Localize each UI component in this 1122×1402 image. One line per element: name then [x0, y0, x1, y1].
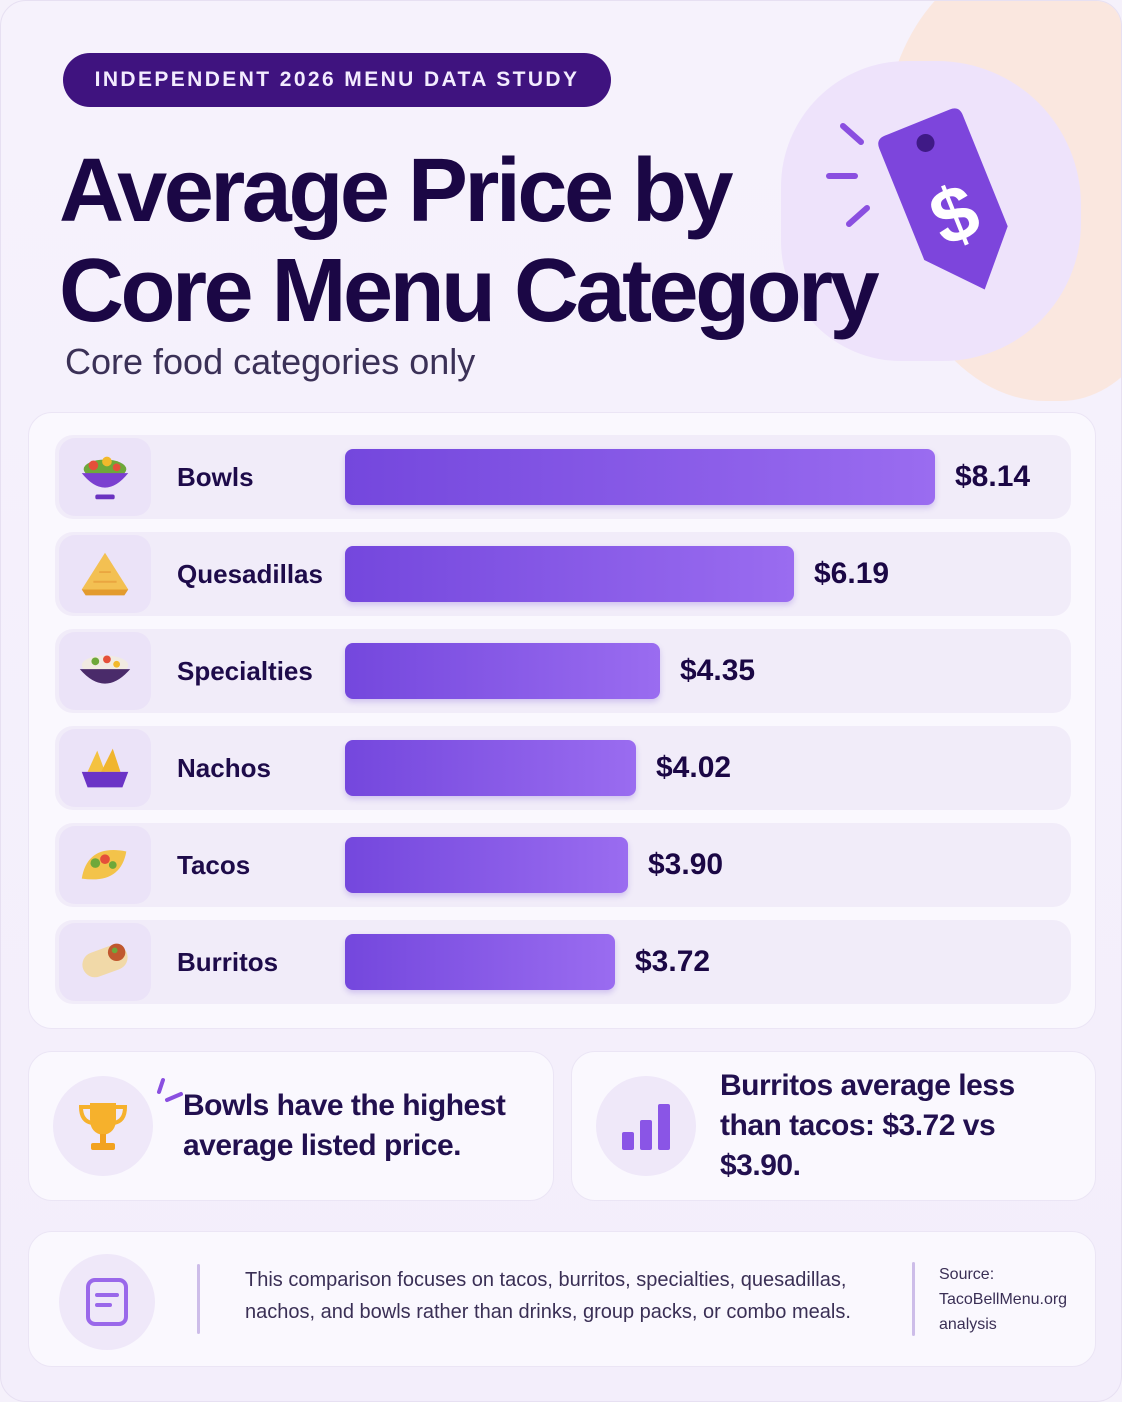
insight-text: Bowls have the highest average listed pr… — [183, 1089, 506, 1162]
source-suffix: analysis — [939, 1316, 997, 1333]
bowl-icon — [59, 438, 151, 516]
divider — [912, 1262, 915, 1336]
title-line-1: Average Price by — [59, 141, 734, 241]
category-label: Nachos — [177, 752, 271, 783]
category-label: Bowls — [177, 461, 254, 492]
taco-icon — [59, 826, 151, 904]
study-badge: INDEPENDENT 2026 MENU DATA STUDY — [63, 53, 611, 107]
insight-card-highest: Bowls have the highest average listed pr… — [28, 1051, 554, 1201]
chart-row: Quesadillas $6.19 — [55, 532, 1071, 616]
bar — [345, 546, 794, 602]
price-tag-dollar-icon: $ — [826, 108, 1008, 290]
quesadilla-icon — [59, 535, 151, 613]
chart-row: Burritos $3.72 — [55, 920, 1071, 1004]
source-credit: Source: TacoBellMenu.org analysis — [939, 1262, 1089, 1337]
category-label: Burritos — [177, 946, 279, 977]
title-line-2: Core Menu Category — [59, 241, 880, 341]
value-label: $4.35 — [680, 654, 756, 687]
chart-row: Specialties $4.35 — [55, 629, 1071, 713]
bar — [345, 934, 615, 990]
category-label: Tacos — [177, 849, 251, 880]
value-label: $8.14 — [955, 460, 1031, 493]
value-label: $3.72 — [635, 945, 711, 978]
source-label: Source: — [939, 1266, 995, 1283]
insight-card-comparison: Burritos average less than tacos: $3.72 … — [571, 1051, 1096, 1201]
value-label: $6.19 — [814, 557, 890, 590]
specialty-bowl-icon — [59, 632, 151, 710]
bar-chart-icon — [596, 1076, 696, 1176]
page-title: Average Price by Core Menu Category — [59, 141, 880, 341]
nachos-icon — [59, 729, 151, 807]
bar — [345, 740, 636, 796]
bar — [345, 837, 628, 893]
value-label: $3.90 — [648, 848, 724, 881]
sparkle-icon — [157, 1078, 183, 1102]
insight-text: Burritos average less than tacos: $3.72 … — [720, 1069, 1015, 1182]
page-subtitle: Core food categories only — [65, 341, 476, 382]
methodology-note: This comparison focuses on tacos, burrit… — [245, 1269, 851, 1323]
category-label: Quesadillas — [177, 558, 323, 589]
trophy-icon — [53, 1076, 153, 1176]
divider — [197, 1264, 200, 1334]
source-name: TacoBellMenu.org — [939, 1291, 1068, 1308]
chart-row: Tacos $3.90 — [55, 823, 1071, 907]
footer-note: This comparison focuses on tacos, burrit… — [28, 1231, 1096, 1367]
bar-chart: Bowls $8.14 Quesadillas $6.19 Specialties $4.… — [28, 412, 1096, 1029]
bar — [345, 449, 935, 505]
chart-row: Bowls $8.14 — [55, 435, 1071, 519]
value-label: $4.02 — [656, 751, 732, 784]
document-icon — [59, 1254, 155, 1350]
chart-row: Nachos $4.02 — [55, 726, 1071, 810]
bar — [345, 643, 660, 699]
burrito-icon — [59, 923, 151, 1001]
category-label: Specialties — [177, 655, 313, 686]
